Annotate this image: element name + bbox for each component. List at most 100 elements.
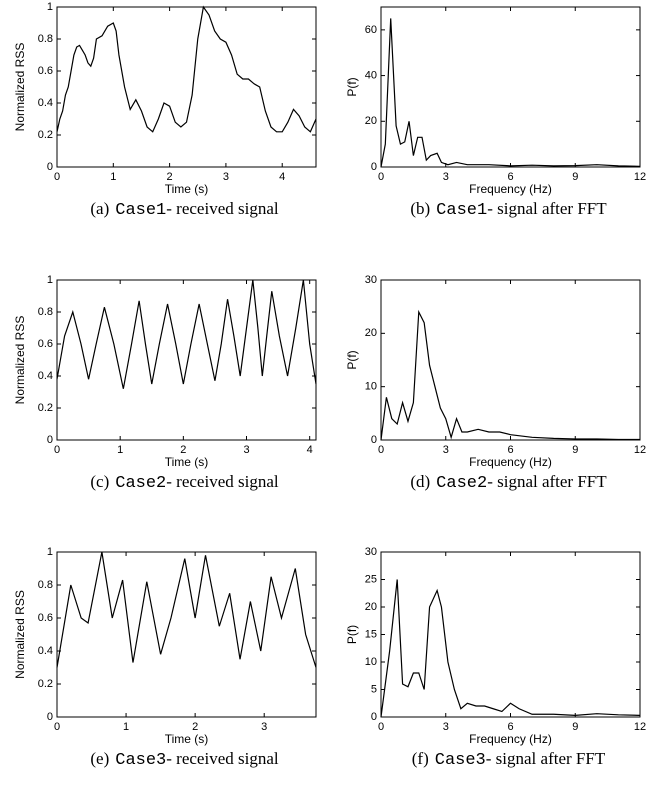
- y-tick-label: 0: [47, 434, 53, 446]
- y-tick-label: 0: [47, 161, 53, 173]
- signal-line: [380, 309, 640, 441]
- y-tick-label: 0.8: [38, 33, 53, 45]
- y-tick-label: 10: [365, 656, 377, 668]
- y-tick-label: 0.4: [38, 97, 53, 109]
- y-tick-label: 25: [365, 573, 377, 585]
- caption-text: - received signal: [166, 749, 279, 768]
- caption-label: (a): [90, 199, 109, 218]
- x-axis-label: Time (s): [165, 732, 209, 746]
- y-axis-label: Normalized RSS: [13, 590, 27, 679]
- x-tick-label: 1: [110, 171, 116, 183]
- x-tick-label: 12: [634, 721, 646, 733]
- x-tick-label: 12: [634, 444, 646, 456]
- y-tick-label: 0.2: [38, 402, 53, 414]
- x-tick-label: 4: [279, 171, 285, 183]
- x-tick-label: 2: [192, 721, 198, 733]
- x-axis-label: Time (s): [165, 455, 209, 469]
- y-tick-label: 0.2: [38, 129, 53, 141]
- caption-text: - signal after FFT: [487, 472, 607, 491]
- caption: (a) Case1- received signal: [90, 199, 279, 221]
- signal-line: [380, 18, 641, 168]
- caption: (b) Case1- signal after FFT: [410, 199, 607, 221]
- y-tick-label: 0.6: [38, 612, 53, 624]
- y-tick-label: 0.4: [38, 645, 53, 657]
- x-tick-label: 0: [378, 444, 384, 456]
- signal-line: [56, 5, 317, 133]
- y-tick-label: 5: [371, 683, 377, 695]
- signal-line: [56, 279, 317, 389]
- y-tick-label: 0: [371, 711, 377, 723]
- caption-text: - signal after FFT: [486, 749, 606, 768]
- x-tick-label: 0: [378, 171, 384, 183]
- x-tick-label: 9: [572, 721, 578, 733]
- caption-text: - signal after FFT: [487, 199, 607, 218]
- x-tick-label: 3: [443, 171, 449, 183]
- caption-text: - received signal: [166, 472, 279, 491]
- x-tick-label: 0: [54, 171, 60, 183]
- y-tick-label: 40: [365, 69, 377, 81]
- y-axis-label: P(f): [345, 350, 359, 369]
- x-tick-label: 9: [572, 444, 578, 456]
- x-tick-label: 6: [507, 171, 513, 183]
- y-tick-label: 20: [365, 601, 377, 613]
- x-tick-label: 1: [117, 444, 123, 456]
- caption: (e) Case3- received signal: [90, 749, 279, 771]
- y-tick-label: 0: [371, 161, 377, 173]
- x-tick-label: 2: [167, 171, 173, 183]
- x-axis-label: Frequency (Hz): [469, 732, 552, 746]
- y-tick-label: 0.8: [38, 579, 53, 591]
- x-tick-label: 2: [180, 444, 186, 456]
- y-tick-label: 15: [365, 628, 377, 640]
- x-axis-label: Frequency (Hz): [469, 455, 552, 469]
- caption-label: (c): [90, 472, 109, 491]
- x-tick-label: 0: [54, 721, 60, 733]
- y-tick-label: 0: [371, 434, 377, 446]
- y-tick-label: 0.6: [38, 65, 53, 77]
- signal-line: [56, 551, 317, 668]
- x-tick-label: 0: [54, 444, 60, 456]
- signal-line: [380, 579, 641, 718]
- caption-label: (d): [410, 472, 430, 491]
- x-tick-label: 3: [223, 171, 229, 183]
- y-tick-label: 1: [47, 1, 53, 13]
- y-tick-label: 0.6: [38, 338, 53, 350]
- plot-frame: [56, 551, 317, 718]
- x-tick-label: 3: [443, 721, 449, 733]
- y-tick-label: 0.4: [38, 370, 53, 382]
- y-tick-label: 60: [365, 24, 377, 36]
- y-tick-label: 1: [47, 546, 53, 558]
- y-tick-label: 10: [365, 381, 377, 393]
- caption-label: (f): [412, 749, 429, 768]
- caption-text: - received signal: [166, 199, 279, 218]
- y-axis-label: P(f): [345, 625, 359, 644]
- y-tick-label: 20: [365, 115, 377, 127]
- plot-frame: [56, 6, 317, 168]
- y-axis-label: P(f): [345, 77, 359, 96]
- x-tick-label: 6: [507, 721, 513, 733]
- x-tick-label: 9: [572, 171, 578, 183]
- y-tick-label: 0.2: [38, 678, 53, 690]
- plot-frame: [56, 279, 317, 441]
- x-tick-label: 1: [123, 721, 129, 733]
- y-axis-label: Normalized RSS: [13, 43, 27, 132]
- caption: (f) Case3- signal after FFT: [412, 749, 606, 771]
- x-tick-label: 3: [443, 444, 449, 456]
- caption: (c) Case2- received signal: [90, 472, 279, 494]
- plot-frame: [380, 6, 641, 168]
- x-tick-label: 12: [634, 171, 646, 183]
- y-tick-label: 1: [47, 274, 53, 286]
- x-tick-label: 3: [243, 444, 249, 456]
- y-tick-label: 30: [365, 274, 377, 286]
- caption-code: Case3: [435, 751, 486, 770]
- caption-code: Case3: [115, 751, 166, 770]
- y-tick-label: 0.8: [38, 306, 53, 318]
- y-axis-label: Normalized RSS: [13, 316, 27, 405]
- caption-code: Case1: [115, 201, 166, 220]
- y-tick-label: 20: [365, 327, 377, 339]
- x-tick-label: 6: [507, 444, 513, 456]
- caption: (d) Case2- signal after FFT: [410, 472, 607, 494]
- caption-label: (b): [410, 199, 430, 218]
- y-tick-label: 30: [365, 546, 377, 558]
- x-axis-label: Time (s): [165, 182, 209, 196]
